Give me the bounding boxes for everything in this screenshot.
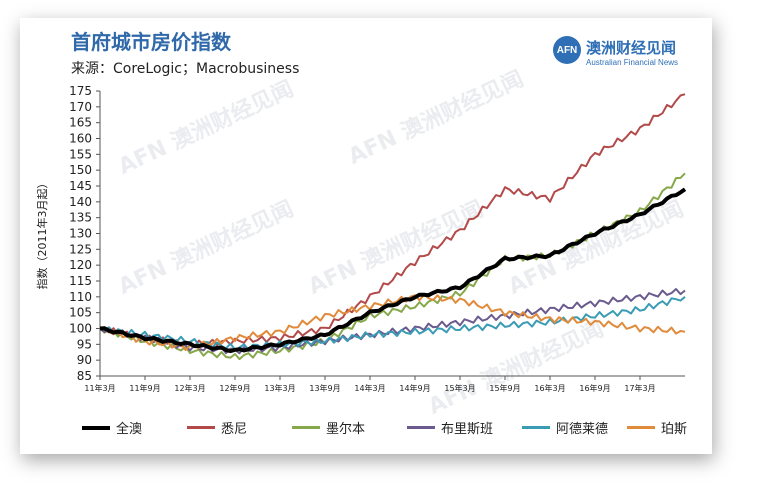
brand-name-cn: 澳洲财经见闻 xyxy=(586,39,677,57)
x-tick-label: 17年3月 xyxy=(624,383,655,393)
y-tick-label: 85 xyxy=(77,369,92,383)
y-tick-label: 105 xyxy=(69,306,92,320)
x-tick-label: 16年3月 xyxy=(534,383,565,393)
x-tick-label: 11年3月 xyxy=(84,383,115,393)
x-tick-label: 16年9月 xyxy=(579,383,610,393)
brand-logo-block: AFN 澳洲财经见闻 Australian Financial News xyxy=(553,36,693,76)
x-tick-label: 11年9月 xyxy=(129,383,160,393)
chart-source: 来源：CoreLogic；Macrobusiness xyxy=(71,61,300,77)
legend-item: 全澳 xyxy=(82,418,142,437)
series-line-1 xyxy=(99,187,687,354)
y-axis-label: 指数（2011年3月起） xyxy=(35,178,49,290)
x-tick-label: 12年9月 xyxy=(219,383,250,393)
y-tick-label: 170 xyxy=(69,100,92,114)
legend-label: 悉尼 xyxy=(221,422,248,437)
legend-swatch xyxy=(407,426,435,429)
y-tick-label: 115 xyxy=(69,274,92,288)
x-tick-label: 15年3月 xyxy=(444,383,475,393)
x-tick-label: 14年9月 xyxy=(399,383,430,393)
x-tick-label: 12年3月 xyxy=(174,383,205,393)
x-tick-label: 14年3月 xyxy=(354,383,385,393)
legend-item: 布里斯班 xyxy=(407,418,493,437)
legend-label: 布里斯班 xyxy=(441,422,494,437)
x-tick-label: 13年9月 xyxy=(309,383,340,393)
chart-legend: 全澳 悉尼 墨尔本 布里斯班 阿德莱德 珀斯 xyxy=(82,418,702,438)
y-tick-label: 175 xyxy=(69,84,92,98)
legend-item: 阿德莱德 xyxy=(522,418,608,437)
y-tick-label: 140 xyxy=(69,195,92,209)
legend-swatch xyxy=(187,426,215,429)
y-tick-label: 120 xyxy=(69,258,92,272)
legend-swatch xyxy=(627,426,655,429)
x-tick-label: 15年9月 xyxy=(489,383,520,393)
legend-label: 阿德莱德 xyxy=(556,422,609,437)
legend-label: 珀斯 xyxy=(661,422,688,437)
y-tick-label: 130 xyxy=(69,227,92,241)
legend-label: 墨尔本 xyxy=(326,422,366,437)
legend-label: 全澳 xyxy=(116,422,143,437)
y-tick-label: 100 xyxy=(69,322,92,336)
legend-swatch xyxy=(522,426,550,429)
legend-swatch xyxy=(292,426,320,429)
y-tick-label: 135 xyxy=(69,211,92,225)
y-tick-label: 110 xyxy=(69,290,92,304)
legend-swatch xyxy=(82,425,110,430)
x-tick-label: 13年3月 xyxy=(264,383,295,393)
y-tick-label: 125 xyxy=(69,242,92,256)
afn-logo-icon: AFN xyxy=(553,36,581,64)
series-line-5 xyxy=(99,296,686,351)
chart-title: 首府城市房价指数 xyxy=(71,30,231,54)
y-tick-label: 145 xyxy=(69,179,92,193)
y-tick-label: 90 xyxy=(77,353,92,367)
y-tick-label: 165 xyxy=(69,116,92,130)
legend-item: 悉尼 xyxy=(187,418,247,437)
y-tick-label: 160 xyxy=(69,132,92,146)
y-tick-label: 155 xyxy=(69,147,92,161)
legend-item: 墨尔本 xyxy=(292,418,365,437)
brand-name-en: Australian Financial News xyxy=(586,58,679,67)
y-tick-label: 150 xyxy=(69,163,92,177)
y-tick-label: 95 xyxy=(77,337,92,351)
legend-item: 珀斯 xyxy=(627,418,687,437)
